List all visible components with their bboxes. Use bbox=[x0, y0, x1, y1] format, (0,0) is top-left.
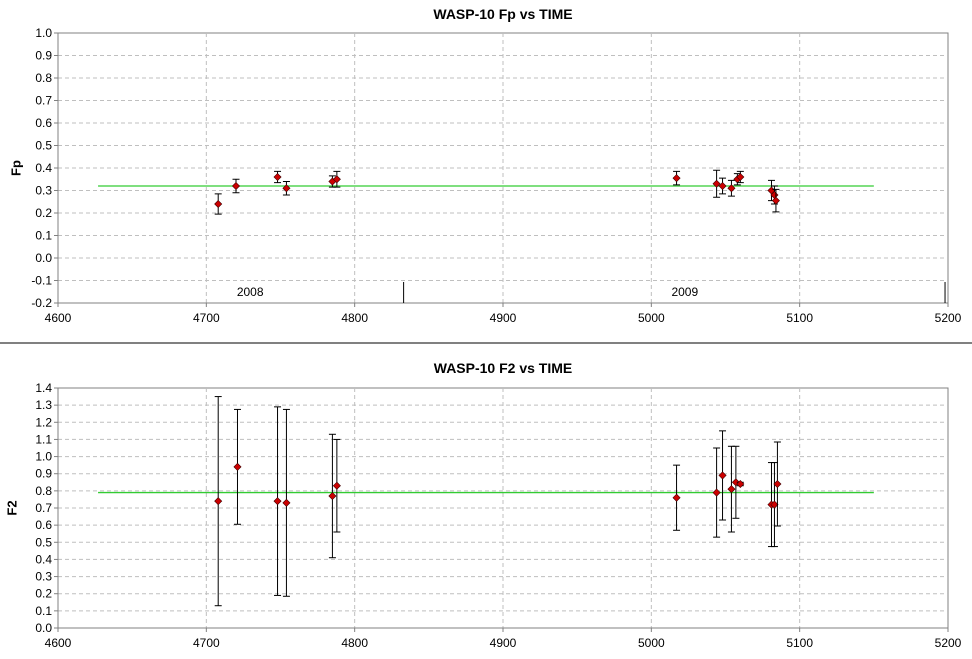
y-tick-label: 0.5 bbox=[35, 139, 52, 153]
data-point bbox=[736, 172, 745, 182]
y-tick-label: 1.2 bbox=[35, 415, 52, 429]
year-label: 2008 bbox=[237, 285, 264, 299]
x-tick-label: 4600 bbox=[45, 636, 72, 650]
y-tick-label: 0.0 bbox=[35, 621, 52, 635]
data-point bbox=[273, 172, 282, 182]
x-tick-label: 4800 bbox=[341, 311, 368, 325]
data-point bbox=[712, 488, 721, 497]
x-tick-label: 5100 bbox=[786, 311, 813, 325]
data-point bbox=[727, 485, 736, 494]
data-point bbox=[214, 497, 223, 506]
data-point bbox=[718, 181, 727, 191]
data-point bbox=[332, 175, 341, 184]
y-tick-label: 0.1 bbox=[35, 229, 52, 243]
data-point bbox=[718, 471, 727, 480]
y-tick-label: 0.6 bbox=[35, 116, 52, 130]
y-tick-label: 1.1 bbox=[35, 432, 52, 446]
y-tick-label: 1.0 bbox=[35, 26, 52, 40]
x-tick-label: 5000 bbox=[638, 311, 665, 325]
x-tick-label: 5200 bbox=[935, 636, 962, 650]
data-point bbox=[273, 497, 282, 506]
data-point bbox=[712, 179, 721, 188]
data-point bbox=[672, 493, 681, 502]
y-tick-label: 0.9 bbox=[35, 49, 52, 63]
y-tick-label: 0.3 bbox=[35, 184, 52, 198]
y-axis-label: F2 bbox=[4, 500, 19, 515]
y-tick-label: 0.7 bbox=[35, 94, 52, 108]
x-tick-label: 4700 bbox=[193, 636, 220, 650]
y-tick-label: 0.5 bbox=[35, 535, 52, 549]
x-tick-label: 4700 bbox=[193, 311, 220, 325]
data-point bbox=[770, 500, 779, 509]
data-point bbox=[282, 498, 291, 507]
chart-panel-1: 1.0 0.9 0.8 0.7 0.6 0.5 0.4 0.3 0.2 0.1 0.0 -0.1 -0.… bbox=[8, 6, 961, 325]
x-tick-label: 4600 bbox=[45, 311, 72, 325]
data-point bbox=[214, 199, 223, 209]
chart-title: WASP-10 Fp vs TIME bbox=[433, 6, 572, 22]
y-axis-label: Fp bbox=[8, 160, 23, 176]
y-tick-label: 0.9 bbox=[35, 467, 52, 481]
y-tick-label: 0.3 bbox=[35, 570, 52, 584]
y-tick-label: 1.0 bbox=[35, 450, 52, 464]
x-tick-label: 4800 bbox=[341, 636, 368, 650]
y-tick-label: 0.6 bbox=[35, 518, 52, 532]
data-point bbox=[773, 479, 782, 489]
y-tick-label: 0.8 bbox=[35, 71, 52, 85]
data-point bbox=[672, 174, 681, 183]
y-tick-label: 0.0 bbox=[35, 251, 52, 265]
x-tick-label: 5100 bbox=[786, 636, 813, 650]
y-tick-label: -0.1 bbox=[31, 274, 52, 288]
x-tick-label: 4900 bbox=[490, 636, 517, 650]
data-point bbox=[233, 462, 242, 471]
data-point bbox=[736, 479, 745, 489]
y-tick-label: 0.8 bbox=[35, 484, 52, 498]
data-point bbox=[282, 184, 291, 193]
x-tick-label: 5000 bbox=[638, 636, 665, 650]
year-label: 2009 bbox=[671, 285, 698, 299]
y-tick-label: 0.2 bbox=[35, 587, 52, 601]
y-tick-label: 0.2 bbox=[35, 206, 52, 220]
x-tick-label: 4900 bbox=[490, 311, 517, 325]
x-tick-label: 5200 bbox=[935, 311, 962, 325]
data-point bbox=[231, 181, 241, 191]
data-point bbox=[727, 184, 736, 193]
y-tick-label: 0.7 bbox=[35, 501, 52, 515]
y-tick-label: 0.4 bbox=[35, 161, 52, 175]
chart-title: WASP-10 F2 vs TIME bbox=[434, 360, 572, 376]
chart-panel-2: 1.4 1.3 1.2 1.1 1.0 0.9 0.8 0.7 0.6 0.5 0.4 0.3 0.2 0… bbox=[4, 360, 961, 650]
data-point bbox=[328, 491, 337, 501]
y-tick-label: 0.4 bbox=[35, 552, 52, 566]
data-point bbox=[332, 481, 341, 490]
y-tick-label: 1.3 bbox=[35, 398, 52, 412]
y-tick-label: 1.4 bbox=[35, 381, 52, 395]
y-tick-label: 0.1 bbox=[35, 604, 52, 618]
y-tick-label: -0.2 bbox=[31, 296, 52, 310]
data-point bbox=[771, 196, 780, 205]
